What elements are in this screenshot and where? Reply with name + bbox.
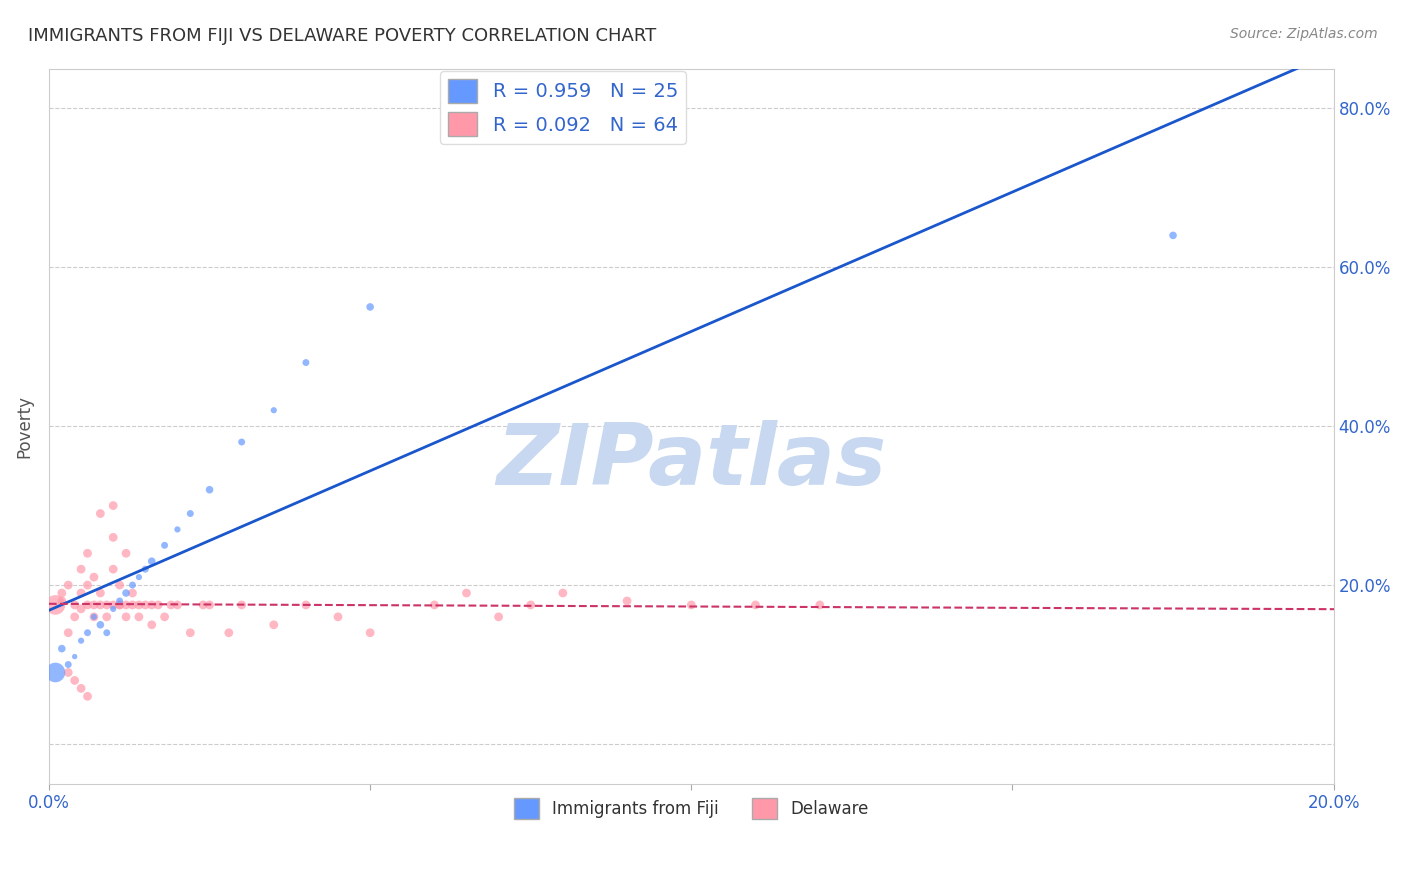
Point xyxy=(83,610,105,624)
Point xyxy=(76,625,98,640)
Point xyxy=(76,598,98,612)
Point xyxy=(134,598,156,612)
Point xyxy=(44,665,66,680)
Point xyxy=(295,598,318,612)
Point xyxy=(83,598,105,612)
Point xyxy=(191,598,214,612)
Y-axis label: Poverty: Poverty xyxy=(15,394,32,458)
Text: IMMIGRANTS FROM FIJI VS DELAWARE POVERTY CORRELATION CHART: IMMIGRANTS FROM FIJI VS DELAWARE POVERTY… xyxy=(28,27,657,45)
Point xyxy=(70,681,93,696)
Point xyxy=(108,594,131,608)
Point xyxy=(179,507,201,521)
Point xyxy=(70,586,93,600)
Point xyxy=(89,617,111,632)
Point xyxy=(44,598,66,612)
Point xyxy=(744,598,766,612)
Point xyxy=(1161,228,1184,243)
Point xyxy=(359,300,381,314)
Point xyxy=(103,499,125,513)
Point xyxy=(63,649,86,664)
Point xyxy=(456,586,478,600)
Point xyxy=(128,570,150,584)
Point xyxy=(146,598,169,612)
Point xyxy=(70,602,93,616)
Point xyxy=(616,594,638,608)
Point xyxy=(51,641,73,656)
Point xyxy=(551,586,574,600)
Point xyxy=(76,546,98,560)
Point xyxy=(231,598,253,612)
Point xyxy=(179,625,201,640)
Point xyxy=(70,633,93,648)
Point xyxy=(198,483,221,497)
Point xyxy=(103,598,125,612)
Point xyxy=(58,625,80,640)
Point xyxy=(63,598,86,612)
Point xyxy=(103,530,125,544)
Point xyxy=(89,586,111,600)
Point xyxy=(218,625,240,640)
Point xyxy=(153,538,176,552)
Point xyxy=(115,586,138,600)
Point xyxy=(103,602,125,616)
Point xyxy=(63,673,86,688)
Point xyxy=(198,598,221,612)
Point xyxy=(96,598,118,612)
Point xyxy=(121,578,143,592)
Point xyxy=(108,578,131,592)
Point xyxy=(58,578,80,592)
Point xyxy=(103,562,125,576)
Point xyxy=(108,598,131,612)
Point xyxy=(76,690,98,704)
Point xyxy=(141,598,163,612)
Point xyxy=(83,570,105,584)
Point xyxy=(808,598,831,612)
Point xyxy=(96,625,118,640)
Point xyxy=(128,610,150,624)
Point xyxy=(51,586,73,600)
Point xyxy=(63,610,86,624)
Point xyxy=(134,562,156,576)
Point xyxy=(141,554,163,568)
Point xyxy=(160,598,183,612)
Point xyxy=(115,598,138,612)
Point xyxy=(263,617,285,632)
Point xyxy=(359,625,381,640)
Point xyxy=(89,507,111,521)
Point xyxy=(89,598,111,612)
Point xyxy=(115,546,138,560)
Point xyxy=(519,598,541,612)
Point xyxy=(231,435,253,450)
Point xyxy=(96,610,118,624)
Point xyxy=(488,610,510,624)
Text: ZIPatlas: ZIPatlas xyxy=(496,420,886,503)
Point xyxy=(326,610,349,624)
Point xyxy=(121,598,143,612)
Point xyxy=(58,665,80,680)
Point xyxy=(70,562,93,576)
Point xyxy=(423,598,446,612)
Point xyxy=(681,598,703,612)
Point xyxy=(295,355,318,369)
Point xyxy=(153,610,176,624)
Point xyxy=(76,578,98,592)
Point xyxy=(166,598,188,612)
Point xyxy=(121,586,143,600)
Point xyxy=(128,598,150,612)
Text: Source: ZipAtlas.com: Source: ZipAtlas.com xyxy=(1230,27,1378,41)
Point xyxy=(141,617,163,632)
Point xyxy=(263,403,285,417)
Point xyxy=(108,598,131,612)
Point xyxy=(166,523,188,537)
Point xyxy=(83,610,105,624)
Legend: Immigrants from Fiji, Delaware: Immigrants from Fiji, Delaware xyxy=(508,792,876,825)
Point xyxy=(58,657,80,672)
Point xyxy=(115,610,138,624)
Point xyxy=(51,594,73,608)
